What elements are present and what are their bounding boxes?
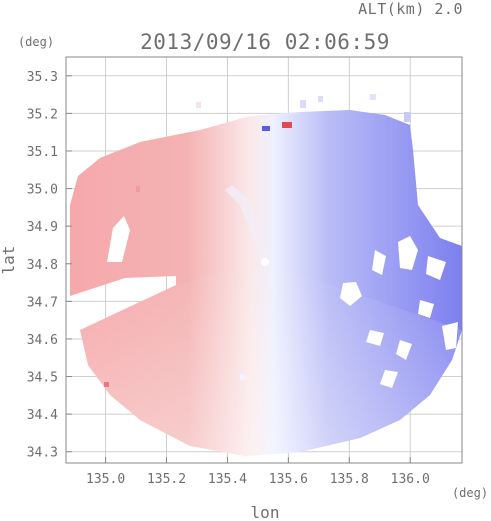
plot-frame	[65, 56, 463, 464]
y-tick-label: 34.8	[27, 258, 58, 273]
y-tick-label: 34.4	[27, 408, 58, 423]
x-axis-label: lon	[251, 503, 280, 521]
x-tick-label: 135.4	[208, 472, 247, 487]
y-unit-label: (deg)	[18, 35, 54, 49]
scattered-echoes	[104, 94, 411, 387]
y-axis-ticks: 34.3 34.4 34.5 34.6 34.7 34.8 34.9 35.0 35.1 35.2…	[27, 70, 72, 461]
x-tick-label: 135.8	[330, 472, 369, 487]
y-tick-label: 34.7	[27, 295, 58, 310]
x-unit-label: (deg)	[452, 486, 488, 500]
y-tick-label: 34.6	[27, 333, 58, 348]
y-tick-label: 35.2	[27, 107, 58, 122]
altitude-label: ALT(km) 2.0	[358, 0, 463, 18]
velocity-field	[70, 94, 462, 456]
echo-fade	[80, 262, 462, 456]
chart-title: 2013/09/16 02:06:59	[140, 30, 390, 54]
x-axis-ticks: 135.0 135.2 135.4 135.6 135.8 136.0	[86, 457, 430, 487]
y-tick-label: 35.3	[27, 70, 58, 85]
x-tick-label: 136.0	[391, 472, 430, 487]
y-tick-label: 35.1	[27, 145, 58, 160]
x-tick-label: 135.2	[147, 472, 186, 487]
y-axis-label: lat	[0, 246, 18, 275]
y-tick-label: 34.3	[27, 446, 58, 461]
shear-line	[225, 185, 268, 262]
y-tick-label: 34.5	[27, 371, 58, 386]
no-echo-holes	[107, 216, 458, 388]
y-tick-label: 34.9	[27, 220, 58, 235]
x-tick-label: 135.6	[269, 472, 308, 487]
y-tick-label: 35.0	[27, 183, 58, 198]
radar-site-marker	[261, 258, 269, 266]
x-tick-label: 135.0	[86, 472, 125, 487]
